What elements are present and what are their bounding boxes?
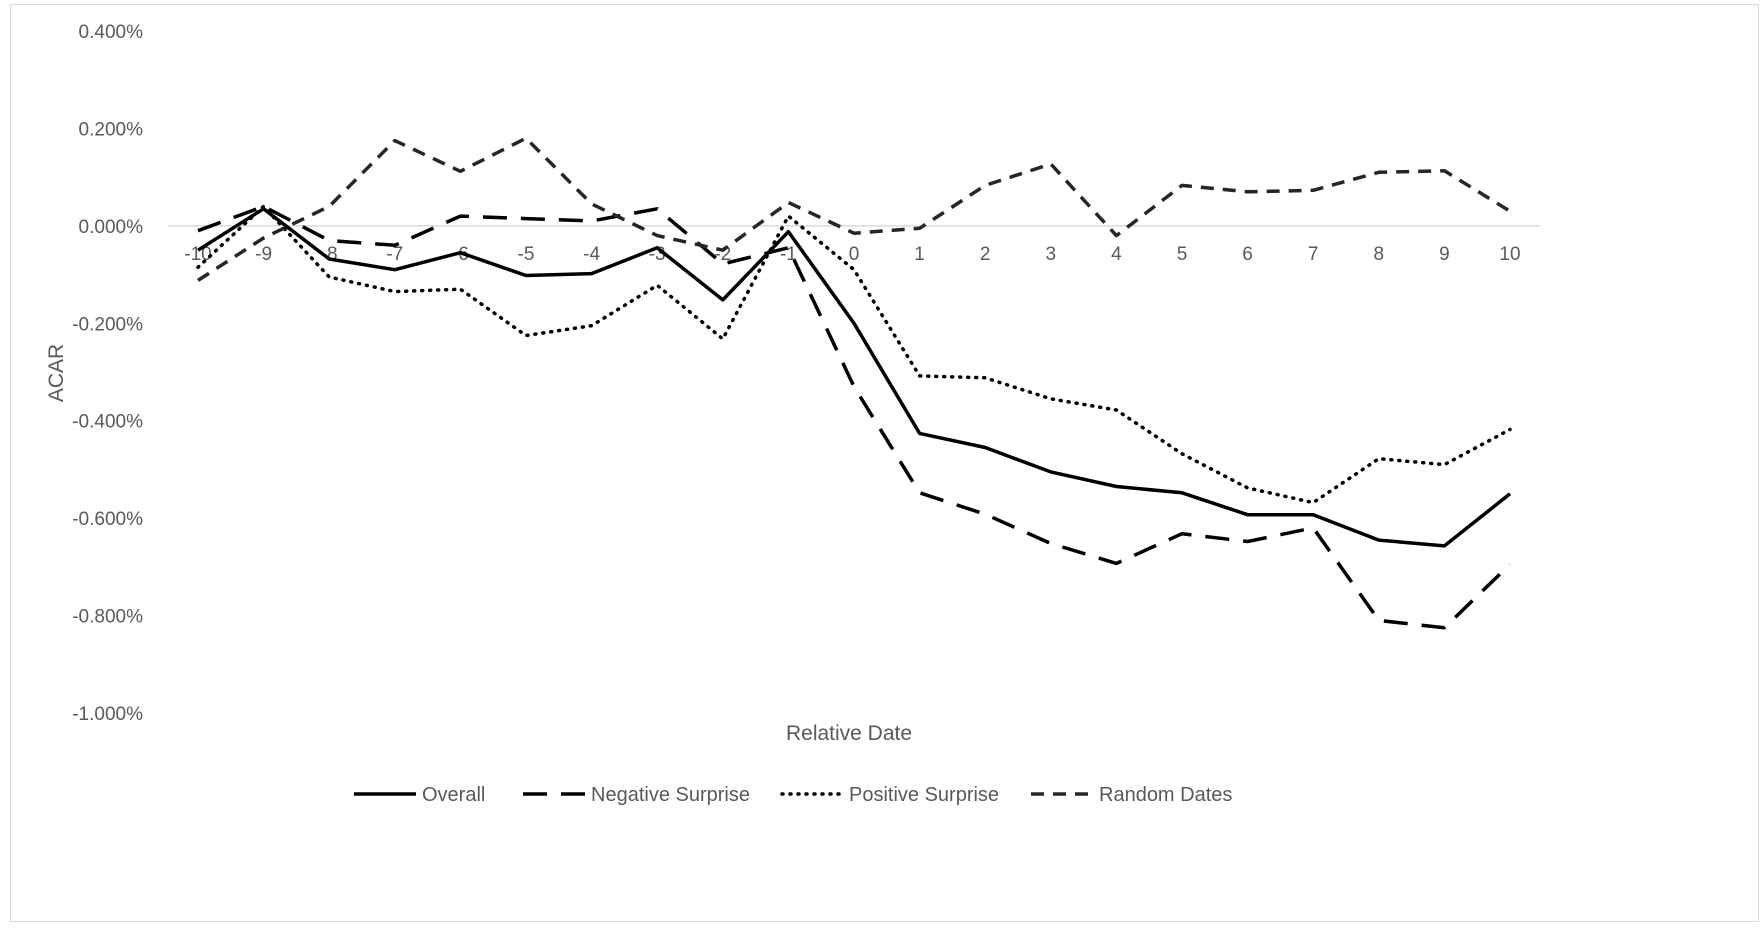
y-tick-label: -1.000% xyxy=(72,704,143,725)
x-tick-label: 0 xyxy=(849,244,860,265)
x-tick-label: -4 xyxy=(583,244,600,265)
series-layer xyxy=(196,136,1512,630)
y-tick-label: -0.200% xyxy=(72,314,143,335)
x-tick-label: -5 xyxy=(518,244,535,265)
x-tick-label: 6 xyxy=(1242,244,1253,265)
y-tick-label: -0.600% xyxy=(72,509,143,530)
x-tick-label: 9 xyxy=(1439,244,1450,265)
legend-label-negative-surprise: Negative Surprise xyxy=(591,784,750,806)
legend: Overall Negative Surprise Positive Surpris… xyxy=(354,784,1232,806)
x-tick-label: 4 xyxy=(1111,244,1122,265)
series-line-positive-surprise xyxy=(196,204,1512,505)
legend-label-random-dates: Random Dates xyxy=(1099,784,1232,806)
y-tick-label: -0.800% xyxy=(72,607,143,628)
y-tick-label: -0.400% xyxy=(72,412,143,433)
x-tick-label: -10 xyxy=(184,244,211,265)
y-axis-label: ACAR xyxy=(45,344,68,402)
x-axis-label: Relative Date xyxy=(786,722,912,745)
x-tick-label: 3 xyxy=(1046,244,1057,265)
x-tick-label: 10 xyxy=(1499,244,1520,265)
legend-label-positive-surprise: Positive Surprise xyxy=(849,784,999,806)
x-tick-label: 2 xyxy=(980,244,991,265)
x-tick-label: 1 xyxy=(914,244,925,265)
series-line-random-dates xyxy=(197,136,1511,282)
legend-label-overall: Overall xyxy=(422,784,485,806)
x-axis-ticks: -10 -9 -8 -7 -6 -5 -4 -3 -2 -1 0 1 2 3 4 5 6 7 8 9 10 xyxy=(184,244,1520,265)
y-tick-label: 0.400% xyxy=(79,22,144,43)
chart-frame: 0.400% 0.200% 0.000% -0.200% -0.400% -0.600% -… xyxy=(10,4,1759,922)
x-tick-label: 7 xyxy=(1308,244,1319,265)
y-axis-ticks: 0.400% 0.200% 0.000% -0.200% -0.400% -0.600% -… xyxy=(72,22,143,725)
x-tick-label: 5 xyxy=(1177,244,1188,265)
x-tick-label: -9 xyxy=(255,244,272,265)
x-tick-label: 8 xyxy=(1374,244,1385,265)
y-tick-label: 0.200% xyxy=(79,119,144,140)
x-tick-label: -7 xyxy=(386,244,403,265)
series-line-negative-surprise xyxy=(197,204,1512,630)
acar-line-chart: 0.400% 0.200% 0.000% -0.200% -0.400% -0.600% -… xyxy=(45,22,1540,806)
series-line-overall xyxy=(197,207,1512,548)
y-tick-label: 0.000% xyxy=(79,217,144,238)
